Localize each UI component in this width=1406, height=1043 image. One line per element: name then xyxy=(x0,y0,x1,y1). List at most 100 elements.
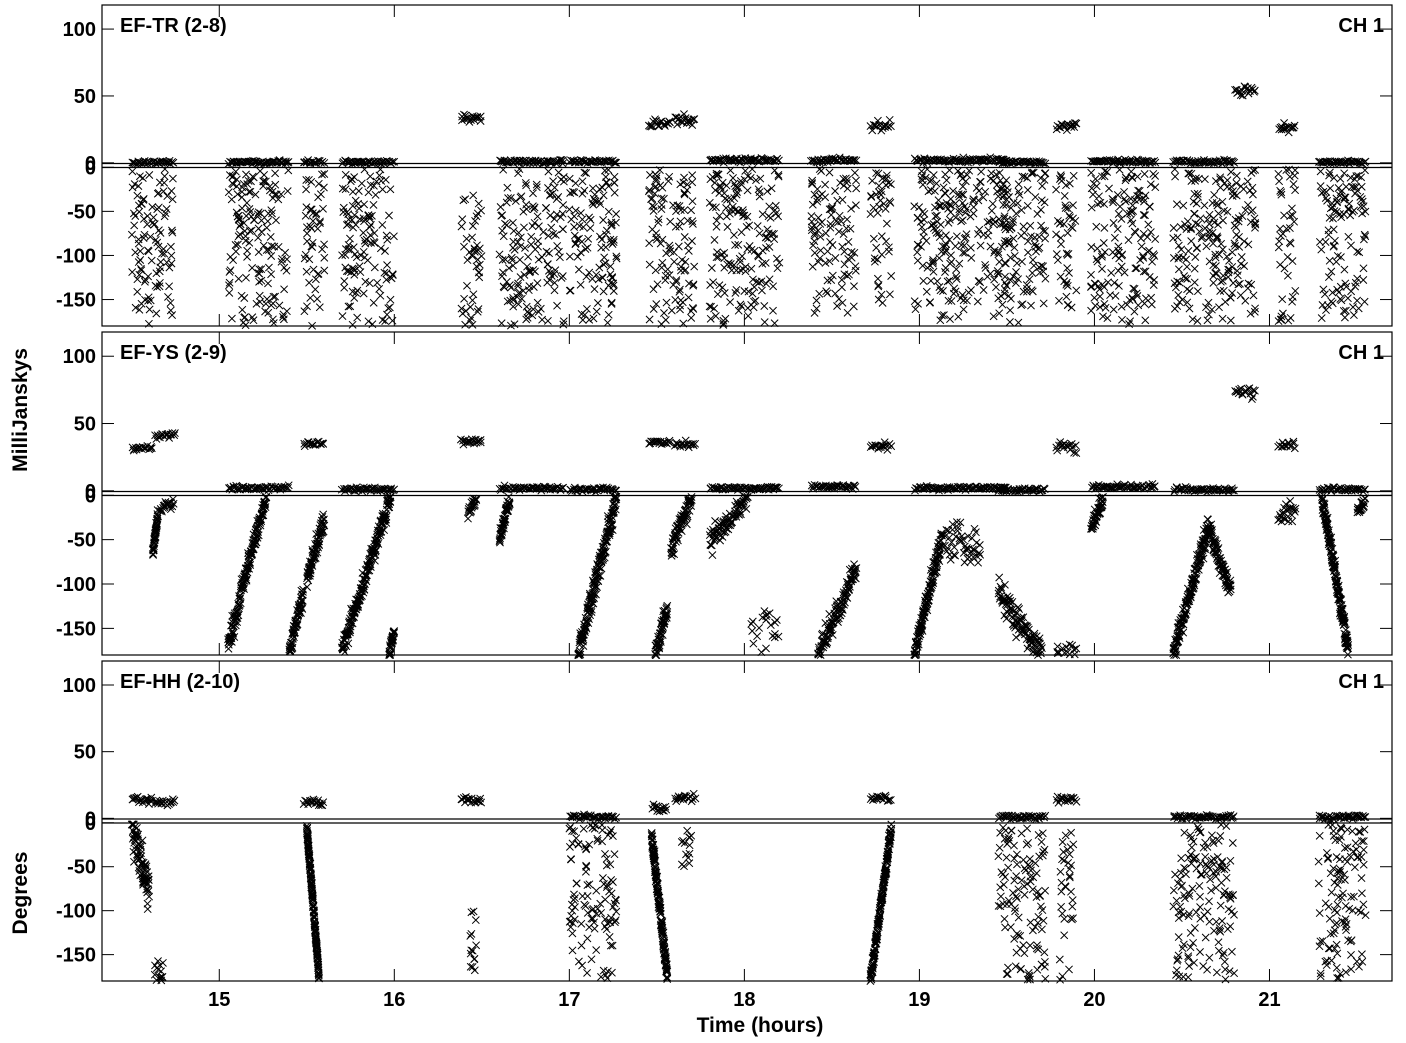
phase-point xyxy=(734,240,743,249)
phase-point xyxy=(1315,237,1324,246)
phase-point xyxy=(1089,190,1097,199)
phase-point xyxy=(168,228,177,237)
phase-point xyxy=(340,283,349,292)
phase-point xyxy=(1223,176,1232,185)
phase-point xyxy=(987,206,996,215)
phase-point xyxy=(1196,214,1205,223)
phase-point xyxy=(341,245,350,254)
phase-point xyxy=(304,175,313,184)
phase-point xyxy=(594,275,603,284)
phase-point xyxy=(706,281,715,289)
phase-point xyxy=(257,265,266,274)
phase-point xyxy=(1339,210,1348,218)
phase-point xyxy=(1012,268,1020,276)
phase-point xyxy=(983,218,992,227)
phase-point xyxy=(1336,174,1345,183)
phase-point xyxy=(924,187,933,196)
phase-point xyxy=(606,262,615,271)
phase-point xyxy=(649,305,658,313)
phase-point xyxy=(946,208,955,217)
phase-point xyxy=(875,181,883,190)
phase-point xyxy=(723,223,732,231)
phase-point xyxy=(359,247,368,256)
phase-point xyxy=(975,225,984,234)
phase-point xyxy=(915,203,924,212)
phase-point xyxy=(1063,264,1072,273)
phase-point xyxy=(1114,281,1123,290)
phase-point xyxy=(996,176,1005,185)
phase-point xyxy=(517,294,526,303)
phase-point xyxy=(386,273,395,282)
phase-point xyxy=(729,174,737,182)
phase-point xyxy=(1031,193,1040,202)
phase-point xyxy=(240,313,249,322)
phase-point xyxy=(372,177,381,186)
phase-point xyxy=(470,245,479,254)
phase-point xyxy=(1006,306,1015,315)
phase-point xyxy=(1100,299,1109,308)
amplitude-point xyxy=(1280,119,1289,127)
phase-series xyxy=(127,165,1370,330)
amplitude-point xyxy=(1247,395,1256,404)
phase-point xyxy=(303,237,312,246)
phase-point xyxy=(872,243,881,252)
phase-point xyxy=(1133,172,1142,181)
phase-point xyxy=(731,288,740,297)
amplitude-point xyxy=(1250,86,1259,95)
phase-point xyxy=(268,194,277,203)
phase-point xyxy=(588,274,597,283)
amp-tick-label: 50 xyxy=(74,86,96,108)
phase-point xyxy=(850,282,858,291)
phase-point xyxy=(159,187,168,196)
phase-point xyxy=(308,321,317,330)
phase-point xyxy=(929,171,938,180)
phase-point xyxy=(670,257,679,266)
phase-point xyxy=(662,298,671,307)
phase-point xyxy=(565,252,574,261)
phase-point xyxy=(657,205,666,214)
phase-point xyxy=(496,203,505,211)
phase-point xyxy=(542,247,551,256)
phase-point xyxy=(919,227,928,236)
phase-point xyxy=(882,237,891,246)
phase-point xyxy=(662,249,671,258)
phase-point xyxy=(713,290,722,299)
phase-point xyxy=(254,233,263,242)
phase-point xyxy=(1064,249,1073,258)
phase-point xyxy=(320,170,329,178)
phase-point xyxy=(259,182,268,190)
phase-point xyxy=(762,279,771,288)
phase-point xyxy=(850,248,859,257)
phase-point xyxy=(825,205,834,214)
phase-point xyxy=(155,278,164,287)
phase-point xyxy=(1236,291,1245,300)
phase-point xyxy=(168,174,177,183)
phase-point xyxy=(498,256,507,264)
phase-point xyxy=(827,276,836,284)
phase-point xyxy=(364,317,373,326)
phase-point xyxy=(359,214,368,223)
amplitude-point xyxy=(1001,157,1010,166)
phase-point xyxy=(881,204,890,213)
phase-point xyxy=(592,307,601,316)
phase-point xyxy=(271,180,280,189)
phase-point xyxy=(129,209,138,218)
phase-point xyxy=(680,206,689,215)
phase-point xyxy=(992,283,1000,292)
phase-point xyxy=(475,273,484,282)
phase-point xyxy=(1010,251,1019,260)
phase-point xyxy=(1108,248,1117,257)
phase-point xyxy=(810,229,819,238)
phase-point xyxy=(1283,253,1292,261)
phase-point xyxy=(718,283,727,292)
phase-point xyxy=(282,307,291,316)
phase-point xyxy=(752,176,760,185)
phase-point xyxy=(539,228,548,237)
amplitude-point xyxy=(612,158,621,167)
phase-point xyxy=(582,304,591,313)
phase-point xyxy=(255,277,264,286)
phase-point xyxy=(966,243,975,252)
phase-point xyxy=(550,183,559,192)
phase-point xyxy=(963,296,971,305)
phase-point xyxy=(714,253,723,262)
